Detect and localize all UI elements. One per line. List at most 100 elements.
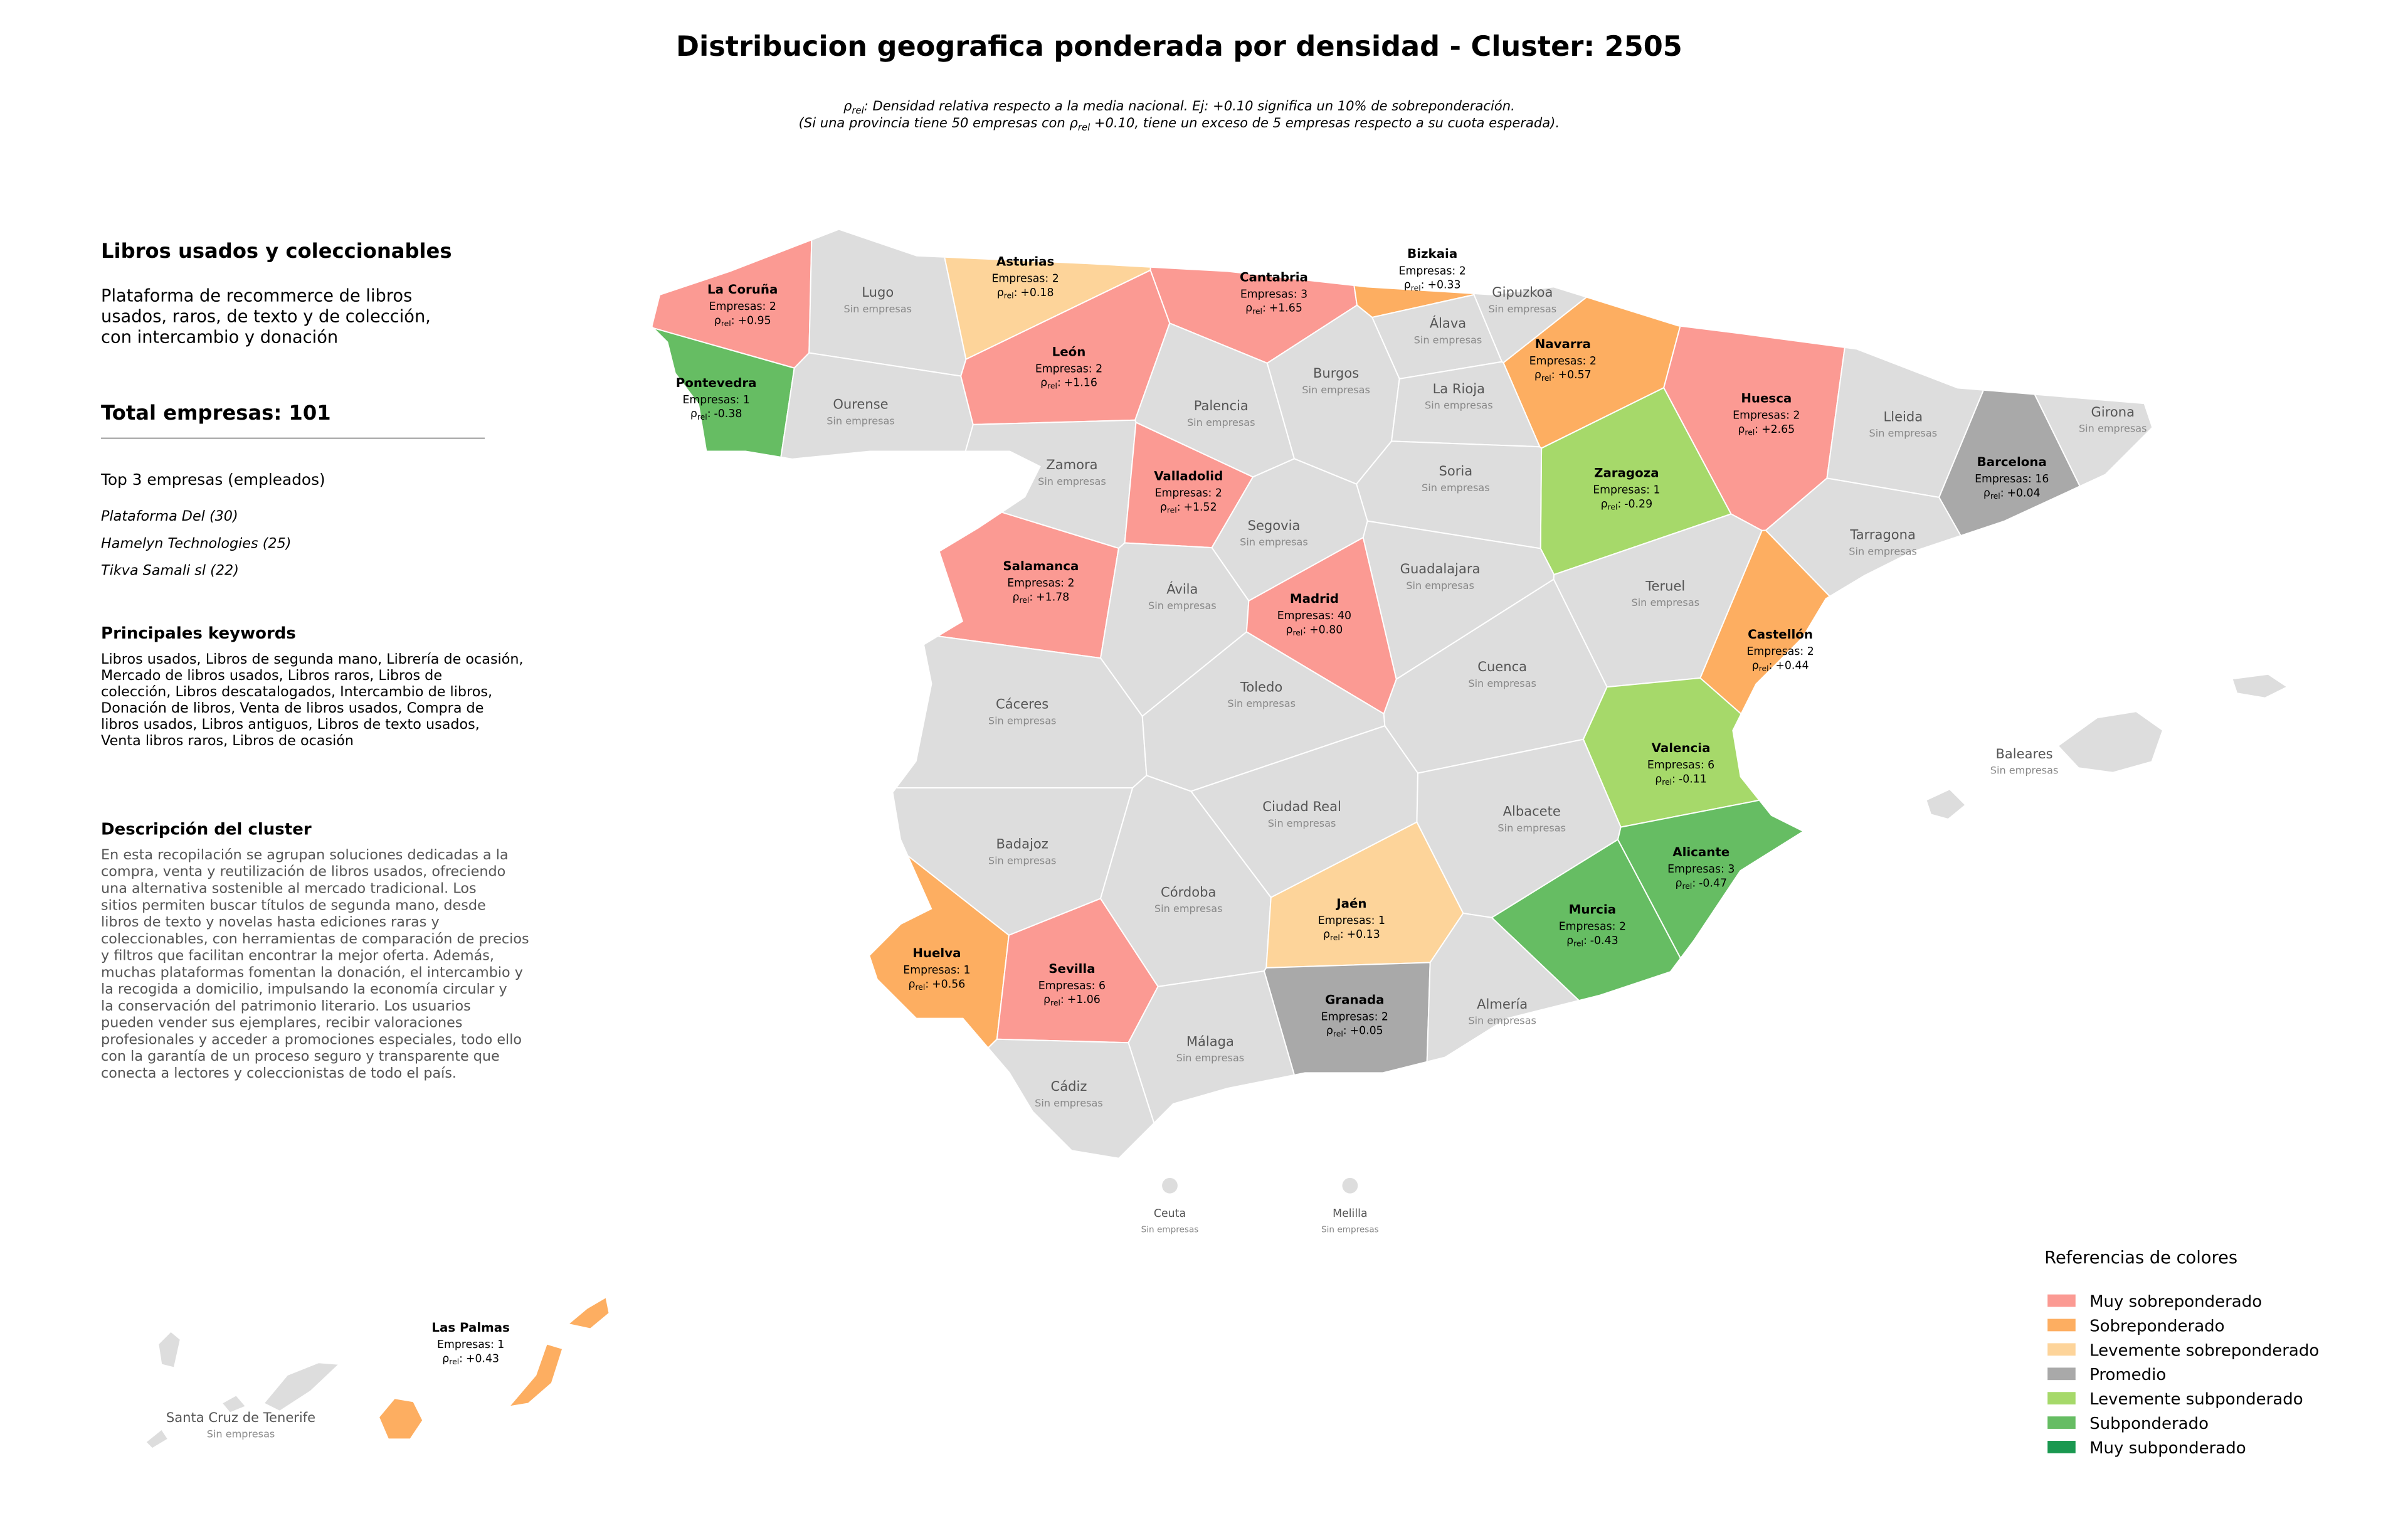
province-name: Castellón: [1748, 627, 1813, 642]
keywords-title: Principales keywords: [101, 624, 296, 643]
rho-value: +0.56: [932, 978, 965, 990]
province: [652, 230, 814, 369]
province-rho: ρrel: +1.06: [1043, 994, 1101, 1007]
rho-symbol: ρ: [1040, 377, 1047, 390]
enclave: [1342, 1177, 1358, 1194]
keyword-line: Mercado de libros usados, Libros raros, …: [101, 667, 442, 684]
island: [1926, 788, 1966, 820]
panel-description: con intercambio y donación: [101, 328, 338, 348]
island: [378, 1398, 423, 1440]
cluster-line: sitios permiten buscar títulos de segund…: [101, 897, 486, 913]
province-status: Sin empresas: [1038, 475, 1106, 487]
rho-subscript: rel: [1004, 292, 1014, 300]
province-rho: ρrel: +0.33: [1404, 279, 1461, 293]
subtitle: ρrel: Densidad relativa respecto a la me…: [843, 98, 1515, 116]
legend-swatch: [2047, 1294, 2076, 1307]
total: Total empresas: 101: [101, 401, 331, 425]
province-name: Badajoz: [996, 836, 1048, 852]
province-name: Sevilla: [1048, 962, 1095, 976]
rho-symbol: ρ: [1601, 498, 1608, 511]
rho-subscript: rel: [916, 983, 926, 992]
province-rho: ρrel: +1.16: [1040, 377, 1097, 391]
province-name: Gipuzkoa: [1492, 284, 1553, 300]
island: [221, 1394, 246, 1413]
province-status: Sin empresas: [1468, 1015, 1536, 1027]
panel-description: usados, raros, de texto y de colección,: [101, 307, 431, 327]
rho-symbol: ρ: [1323, 928, 1330, 941]
rho-value: +2.65: [1761, 423, 1795, 436]
province-status: Sin empresas: [207, 1428, 275, 1440]
province-rho: ρrel: +2.65: [1738, 423, 1795, 437]
province-status: Sin empresas: [1414, 334, 1482, 346]
legend-label: Promedio: [2089, 1366, 2166, 1384]
province-name: Ciudad Real: [1262, 798, 1341, 814]
province-status: Sin empresas: [988, 714, 1057, 726]
rho-suffix: :: [1551, 369, 1555, 381]
cluster-line: coleccionables, con herramientas de comp…: [101, 931, 529, 947]
rho-subscript: rel: [1990, 492, 2000, 501]
rho-subscript: rel: [1333, 1029, 1343, 1038]
keyword-line: libros usados, Libros antiguos, Libros d…: [101, 716, 480, 733]
rho-suffix: :: [1343, 1025, 1347, 1037]
legend-swatch: [2047, 1416, 2076, 1429]
province-status: Sin empresas: [843, 303, 912, 315]
province-count: Empresas: 6: [1647, 759, 1714, 772]
island: [263, 1362, 340, 1412]
rho-subscript: rel: [697, 413, 707, 422]
rho-subscript: rel: [449, 1357, 459, 1366]
cluster-line: En esta recopilación se agrupan solucion…: [101, 847, 509, 863]
province-rho: ρrel: +0.57: [1534, 369, 1592, 383]
rho-value: +1.52: [1184, 501, 1217, 514]
rho-symbol: ρ: [442, 1352, 449, 1365]
islands: [145, 674, 2288, 1449]
province-rho: ρrel: +0.56: [909, 978, 966, 992]
province-count: Empresas: 2: [1321, 1011, 1388, 1023]
keyword-line: Venta libros raros, Libros de ocasión: [101, 733, 354, 749]
province-name: Valladolid: [1154, 469, 1223, 484]
rho-symbol: ρ: [909, 978, 916, 990]
rho-suffix: :: [1583, 935, 1587, 947]
keyword-line: Donación de libros, Venta de libros usad…: [101, 700, 483, 716]
cluster-title: Descripción del cluster: [101, 820, 312, 839]
rho-subscript: rel: [1047, 381, 1057, 390]
province: [808, 230, 967, 377]
rho-value: +0.13: [1347, 928, 1380, 941]
rho-suffix: :: [1262, 302, 1266, 315]
province-rho: ρrel: -0.43: [1566, 935, 1619, 948]
province-status: Sin empresas: [1406, 580, 1474, 592]
rho-symbol: ρ: [1326, 1025, 1333, 1037]
top-company: Hamelyn Technologies (25): [101, 535, 291, 551]
province-name: Huelva: [912, 946, 961, 960]
province-status: Sin empresas: [1035, 1097, 1103, 1109]
province-name: Valencia: [1652, 741, 1711, 755]
province-name: Palencia: [1194, 398, 1249, 413]
rho-value: -0.43: [1590, 935, 1619, 947]
province-name: Burgos: [1313, 365, 1359, 381]
province-name: Teruel: [1645, 578, 1685, 593]
legend-label: Levemente sobreponderado: [2089, 1341, 2319, 1360]
rho-suffix: :: [1302, 624, 1306, 637]
province-status: Sin empresas: [1321, 1225, 1379, 1235]
province-name: Santa Cruz de Tenerife: [166, 1409, 315, 1425]
rho-value: +0.57: [1558, 369, 1592, 381]
rho-symbol: ρ: [1983, 487, 1990, 500]
rho-subscript: rel: [1541, 374, 1551, 383]
province-rho: ρrel: +0.95: [714, 315, 771, 329]
island: [2057, 711, 2163, 773]
keyword-line: Libros usados, Libros de segunda mano, L…: [101, 651, 524, 667]
province-count: Empresas: 1: [437, 1339, 504, 1351]
province-status: Sin empresas: [1422, 482, 1490, 494]
province-status: Sin empresas: [2079, 423, 2147, 435]
province-count: Empresas: 16: [1975, 473, 2049, 485]
rho-value: +0.04: [2007, 487, 2041, 500]
top-company: Plataforma Del (30): [101, 508, 238, 524]
province-count: Empresas: 2: [1529, 355, 1597, 368]
province-count: Empresas: 2: [1733, 410, 1800, 422]
legend-swatch: [2047, 1343, 2076, 1356]
rho-value: +1.16: [1064, 377, 1097, 390]
rho-suffix: :: [731, 315, 735, 327]
province-count: Empresas: 2: [991, 273, 1059, 285]
province-rho: ρrel: +0.80: [1286, 624, 1343, 638]
